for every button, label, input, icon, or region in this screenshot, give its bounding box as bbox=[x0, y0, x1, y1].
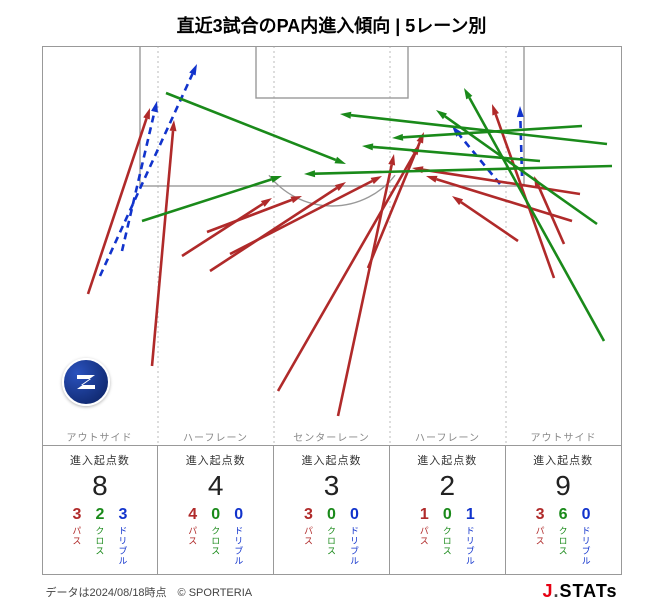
stat-box: 進入起点数33パス0クロス0ドリブル bbox=[274, 446, 390, 574]
stat-cross: 0 bbox=[443, 506, 452, 524]
logo-jstats: J.STATs bbox=[542, 581, 617, 602]
lane-label: ハーフレーン bbox=[158, 429, 274, 444]
stat-total: 3 bbox=[276, 470, 387, 502]
stat-dribble: 1 bbox=[466, 506, 475, 524]
stat-breakdown: 1パス0クロス1ドリブル bbox=[392, 506, 503, 566]
stat-pass: 3 bbox=[304, 506, 313, 524]
stat-cross: 0 bbox=[211, 506, 220, 524]
stat-total: 8 bbox=[45, 470, 156, 502]
stat-title: 進入起点数 bbox=[45, 452, 156, 468]
stat-box: 進入起点数 2 1パス0クロス1ドリブル bbox=[390, 446, 506, 574]
stat-pass: 1 bbox=[420, 506, 429, 524]
stat-cross: 0 bbox=[327, 506, 336, 524]
lane-label: ハーフレーン bbox=[390, 429, 506, 444]
stat-pass: 3 bbox=[536, 506, 545, 524]
stat-box: 進入起点数44パス0クロス0ドリブル bbox=[158, 446, 274, 574]
chart-container: 直近3試合のPA内進入傾向 | 5レーン別 アウトサイドハーフレーンセンターレー… bbox=[0, 0, 663, 611]
stat-breakdown: 4パス0クロス0ドリブル bbox=[160, 506, 271, 566]
lane-label: センターレーン bbox=[274, 429, 390, 444]
footer-credit: データは2024/08/18時点 © SPORTERIA bbox=[46, 584, 253, 600]
stat-dribble: 3 bbox=[118, 506, 127, 524]
lane-labels: アウトサイドハーフレーンセンターレーンハーフレーンアウトサイド bbox=[42, 429, 622, 444]
stat-breakdown: 3パス2クロス3ドリブル bbox=[45, 506, 156, 566]
stat-box: 進入起点数 9 3パス6クロス0ドリブル bbox=[506, 446, 621, 574]
pitch-svg bbox=[42, 46, 622, 446]
stat-title: 進入起点数 bbox=[276, 452, 387, 468]
zelvia-icon bbox=[71, 367, 101, 397]
stat-total: 2 bbox=[392, 470, 503, 502]
stat-total: 4 bbox=[160, 470, 271, 502]
stat-cross: 2 bbox=[95, 506, 104, 524]
stat-dribble: 0 bbox=[234, 506, 243, 524]
stats-row: 進入起点数83パス2クロス3ドリブル進入起点数44パス0クロス0ドリブル進入起点… bbox=[42, 446, 622, 575]
stat-breakdown: 3パス6クロス0ドリブル bbox=[508, 506, 619, 566]
stat-box: 進入起点数 8 3パス2クロス3ドリブル bbox=[43, 446, 159, 574]
stat-pass: 4 bbox=[188, 506, 197, 524]
pitch-area: アウトサイドハーフレーンセンターレーンハーフレーンアウトサイド bbox=[42, 46, 622, 446]
team-badge bbox=[62, 358, 110, 406]
stat-dribble: 0 bbox=[350, 506, 359, 524]
chart-title: 直近3試合のPA内進入傾向 | 5レーン別 bbox=[0, 0, 663, 46]
stat-breakdown: 3パス0クロス0ドリブル bbox=[276, 506, 387, 566]
footer: データは2024/08/18時点 © SPORTERIA J.STATs bbox=[42, 581, 622, 602]
stat-title: 進入起点数 bbox=[160, 452, 271, 468]
stat-dribble: 0 bbox=[582, 506, 591, 524]
stat-pass: 3 bbox=[72, 506, 81, 524]
lane-label: アウトサイド bbox=[506, 429, 622, 444]
stat-title: 進入起点数 bbox=[392, 452, 503, 468]
stat-title: 進入起点数 bbox=[508, 452, 619, 468]
stat-total: 9 bbox=[508, 470, 619, 502]
stat-cross: 6 bbox=[559, 506, 568, 524]
lane-label: アウトサイド bbox=[42, 429, 158, 444]
